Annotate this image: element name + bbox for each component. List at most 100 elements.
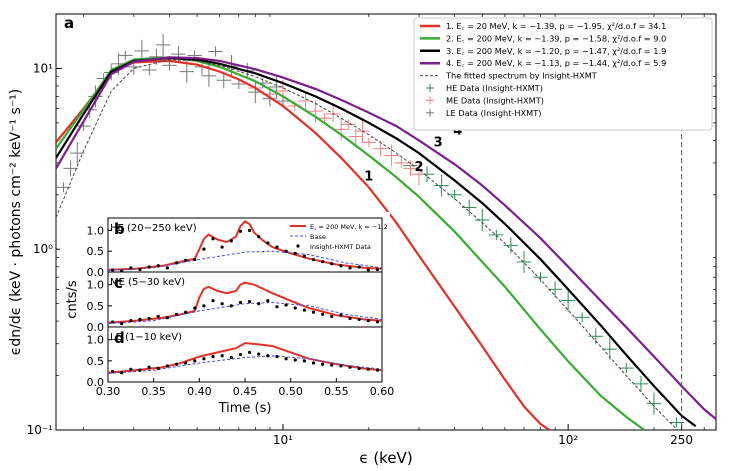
inset-data-point <box>375 267 380 272</box>
inset-title: LE (1−10 keV) <box>110 332 182 343</box>
inset-data-point <box>165 364 169 368</box>
y-tick-label: 10¹ <box>33 61 53 75</box>
inset-data-point <box>247 300 252 304</box>
inset-data-point <box>302 254 306 258</box>
inset-data-point <box>311 361 316 365</box>
inset-data-point <box>229 239 233 243</box>
x-tick-label: 250 <box>670 433 693 447</box>
inset-data-point <box>211 355 215 359</box>
inset-legend-swatch <box>296 244 300 248</box>
legend-entry: 1. E꜀ = 20 MeV, k = −1.39, p = −1.95, χ²… <box>446 21 666 31</box>
inset-data-point <box>375 368 380 372</box>
inset-data-point <box>229 304 233 308</box>
inset-data-point <box>156 314 160 319</box>
inset-plot-area <box>108 281 382 326</box>
inset-data-point <box>266 299 270 303</box>
inset-x-tick-label: 0.40 <box>187 385 212 398</box>
inset-y-tick-label: 0.0 <box>87 321 105 334</box>
inset-data-point <box>238 352 243 357</box>
curve-annotation: 3 <box>434 135 443 150</box>
inset-y-tick-label: 0.5 <box>87 245 105 258</box>
inset-data-point <box>238 229 243 233</box>
inset-data-point <box>147 365 151 369</box>
inset-y-tick-label: 0.5 <box>87 355 105 368</box>
inset-data-point <box>330 314 334 319</box>
panel-label-d: d <box>114 329 125 347</box>
inset-data-point <box>357 366 361 371</box>
panel-label-b: b <box>114 220 125 238</box>
inset-data-point <box>302 308 306 312</box>
inset-x-tick-label: 0.45 <box>233 385 258 398</box>
inset-data-point <box>138 267 142 272</box>
inset-series-1 <box>108 250 382 271</box>
inset-legend-entry: E꜀ = 200 MeV, k = −1.2 <box>310 223 388 231</box>
inset-legend-entry: Insight-HXMT Data <box>310 243 371 251</box>
series-line-0 <box>56 59 551 430</box>
inset-data-point <box>138 317 142 321</box>
inset-data-point <box>284 249 288 253</box>
inset-y-axis-label: cnts/s <box>65 280 80 319</box>
x-axis-label: ϵ (keV) <box>359 449 412 467</box>
curve-annotation: 1 <box>364 169 373 184</box>
inset-title: HE (20−250 keV) <box>110 223 197 234</box>
inset-data-point <box>257 352 261 356</box>
inset-data-point <box>311 257 316 262</box>
inset-data-point <box>284 357 288 361</box>
series-line-4 <box>56 58 679 430</box>
inset-x-tick-label: 0.30 <box>96 385 121 398</box>
inset-data-point <box>257 302 261 306</box>
inset-data-point <box>211 299 215 303</box>
inset-data-point <box>156 264 160 268</box>
inset-data-point <box>339 264 343 268</box>
inset-x-tick-label: 0.55 <box>324 385 349 398</box>
inset-data-point <box>156 366 160 371</box>
inset-data-point <box>247 228 252 233</box>
inset-data-point <box>211 237 215 241</box>
inset-data-point <box>147 265 151 269</box>
legend-entry: 3. E꜀ = 200 MeV, k = −1.20, p = −1.47, χ… <box>446 46 666 56</box>
inset-y-tick-label: 0.0 <box>87 266 105 279</box>
inset-data-point <box>138 368 142 372</box>
legend-entry: The fitted spectrum by Insight-HXMT <box>445 71 598 81</box>
inset-data-point <box>257 235 261 239</box>
inset-data-point <box>330 262 334 266</box>
inset-series-0 <box>108 220 382 271</box>
inset-data-point <box>165 316 169 320</box>
inset-data-point <box>348 316 352 321</box>
inset-data-point <box>302 359 306 363</box>
inset-data-point <box>129 367 133 371</box>
inset-x-tick-label: 0.35 <box>141 385 166 398</box>
legend-entry: 2. E꜀ = 200 MeV, k = −1.39, p = −1.58, χ… <box>446 33 666 43</box>
inset-data-point <box>129 319 133 323</box>
inset-panels: 0.0 0.5 1.0 bHE (20−250 keV) E꜀ = 200 MeV, k… <box>60 212 394 418</box>
inset-data-point <box>321 362 325 366</box>
inset-c: 0.0 0.5 1.0 cME (5−30 keV) cnts/s <box>65 271 383 334</box>
inset-x-tick-label: 0.50 <box>278 385 303 398</box>
inset-data-point <box>184 310 188 314</box>
legend-box <box>413 17 713 131</box>
inset-data-point <box>339 364 343 368</box>
inset-data-point <box>220 245 224 249</box>
inset-data-point <box>110 320 115 324</box>
inset-data-point <box>165 266 169 270</box>
inset-data-point <box>147 316 151 321</box>
inset-y-tick-label: 0.5 <box>87 300 105 313</box>
inset-data-point <box>174 362 179 366</box>
legend-entry: 4. E꜀ = 200 MeV, k = −1.13, p = −1.44, χ… <box>446 58 666 68</box>
inset-data-point <box>321 312 325 316</box>
panel-label-a: a <box>64 14 74 32</box>
inset-data-point <box>357 265 361 269</box>
inset-data-point <box>247 350 252 354</box>
inset-d: 0.0 0.5 1.0 dLE (1−10 keV) 0.30 0.35 0.40 0.45 0… <box>87 326 394 416</box>
inset-title: ME (5−30 keV) <box>110 277 185 288</box>
legend-entry: LE Data (Insight-HXMT) <box>446 108 541 118</box>
inset-data-point <box>321 260 325 264</box>
inset-data-point <box>275 245 279 249</box>
inset-data-point <box>220 302 224 306</box>
inset-data-point <box>375 320 380 324</box>
inset-data-point <box>266 241 270 245</box>
inset-data-point <box>366 319 370 323</box>
x-tick-label: 10¹ <box>273 433 293 447</box>
inset-data-point <box>193 257 197 262</box>
